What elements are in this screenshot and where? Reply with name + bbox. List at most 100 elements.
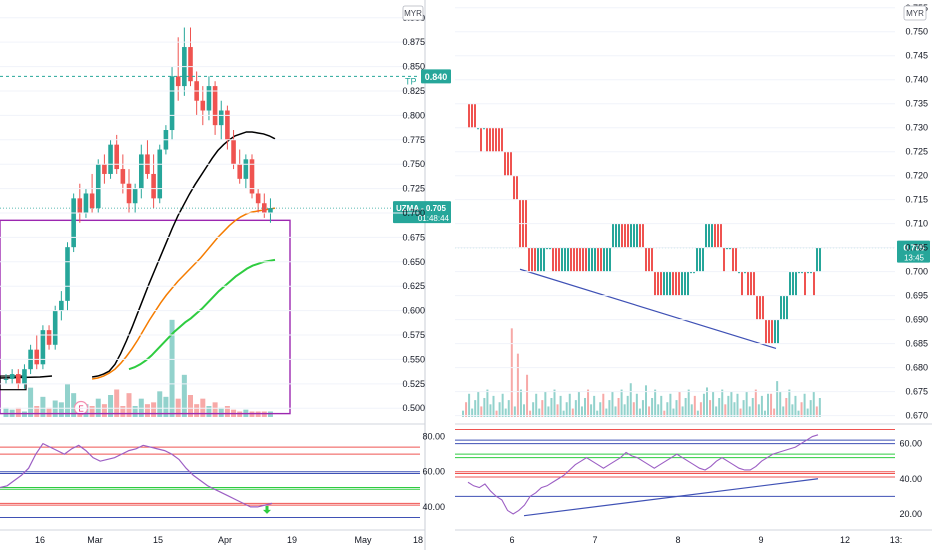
price-tick-label: 0.735 [905,99,928,109]
price-tick-label: 0.650 [402,257,425,267]
volume-bar [580,406,583,417]
candle-body [157,149,163,199]
volume-bar [663,410,666,417]
candle-body [603,247,605,272]
candle-body [669,271,671,296]
volume-bar [52,400,58,417]
volume-bar [736,393,739,417]
tp-price-tag [421,69,451,84]
candle-body [561,247,563,272]
candle-body [789,271,791,296]
candle-body [477,127,479,130]
candle-body [636,223,638,248]
volume-bar [815,406,818,417]
volume-bar [556,404,559,417]
candle-body [59,300,64,311]
volume-bar [605,408,608,417]
volume-bar [126,393,132,417]
candle-body [747,271,749,296]
volume-bar [465,402,468,417]
volume-bar [15,407,21,417]
volume-bar [571,408,574,417]
candle-body [615,223,617,248]
candle-body [206,86,212,111]
candle-body [621,223,623,248]
volume-bar [754,389,757,417]
volume-bar [696,410,699,417]
volume-bar [626,395,629,417]
volume-bar [559,395,562,417]
volume-bar [678,391,681,417]
candle-body [188,47,193,82]
candle-body [756,295,758,320]
volume-bar [742,400,745,417]
candle-body [630,223,632,248]
candle-body [597,247,599,272]
price-tick-label: 0.725 [905,147,928,157]
candle-body [16,374,21,384]
price-tick-label: 0.705 [905,243,928,253]
left-time-axis: 16 Mar 15 Apr 19 May 18 [35,535,423,545]
volume-bar [669,393,672,417]
candle-body [225,110,230,140]
candle-body [9,374,15,379]
volume-bar [730,391,733,417]
volume-bar [657,404,660,417]
volume-bar [544,391,547,417]
price-tick-label: 0.850 [402,62,425,72]
candle-body [498,127,500,152]
time-tick-label: 15 [153,535,163,545]
volume-bar [709,400,712,417]
candle-body [516,175,518,200]
candle-body [591,247,593,272]
candle-body [777,319,779,344]
candle-body [175,76,181,87]
volume-bar [645,385,647,417]
candle-body [52,310,58,345]
candle-body [732,247,734,272]
volume-bar [565,402,568,417]
candle-body [654,271,656,296]
candle-body [804,271,806,296]
candle-body [768,319,770,344]
candle-body [126,183,132,204]
volume-bar [818,398,821,417]
price-tick-label: 0.690 [905,315,928,325]
volume-bar [101,404,107,417]
last-price-text: 0.705 [903,243,925,253]
candle-body [582,247,584,272]
candle-body [169,76,175,131]
earnings-badge-label: E [78,405,83,414]
volume-bar [3,407,9,417]
volume-bar [477,391,480,417]
candle-body [249,159,255,194]
volume-bar [181,374,187,417]
price-tick-label: 0.720 [905,171,928,181]
volume-bar [538,408,541,417]
candle-body [705,223,707,248]
candle-body [678,271,680,296]
candle-body [606,247,608,272]
left-price-axis: 0.500 0.525 0.550 0.575 0.600 0.625 0.650 0.675… [0,5,425,413]
volume-bar [486,389,489,417]
price-tick-label: 0.550 [402,354,425,364]
volume-bar [28,387,34,417]
volume-bar [687,389,690,417]
volume-bar [218,407,224,417]
candle-body [744,271,746,274]
price-tick-label: 0.600 [402,306,425,316]
candle-body [507,151,509,176]
price-tick-label: 0.750 [402,159,425,169]
volume-bar [513,406,516,417]
candle-body [77,198,83,213]
candle-body [795,271,797,296]
candle-body [657,271,659,296]
volume-bar [632,402,635,417]
candle-body [807,271,809,274]
candle-body [741,271,743,296]
candle-body [771,319,773,344]
volume-bar [620,389,623,417]
candle-body [609,247,611,272]
volume-bar [510,328,513,417]
candle-body [798,271,800,274]
